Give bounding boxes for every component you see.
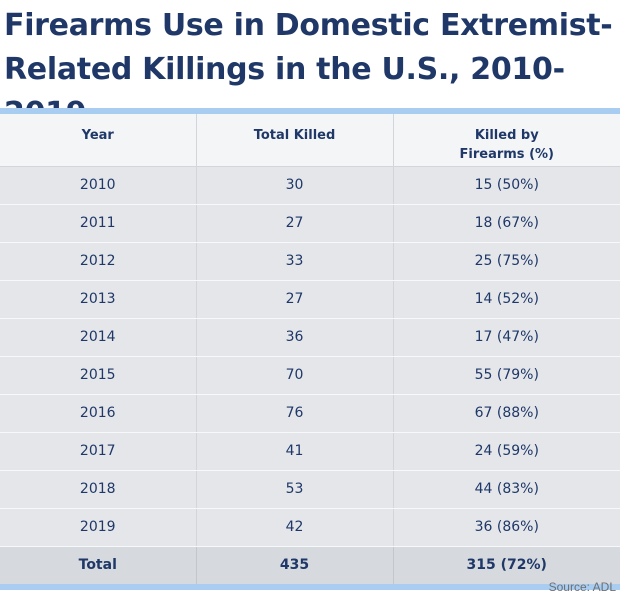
- table-row: 2013 27 14 (52%): [0, 280, 620, 319]
- year-cell: 2013: [0, 280, 197, 319]
- killed-by-firearms-cell: 17 (47%): [393, 318, 620, 357]
- killed-by-firearms-cell: 14 (52%): [393, 280, 620, 319]
- killed-by-firearms-cell: 67 (88%): [393, 394, 620, 433]
- table-row: 2015 70 55 (79%): [0, 356, 620, 395]
- chart-title: Firearms Use in Domestic Extremist-Relat…: [4, 8, 613, 131]
- table-row: 2019 42 36 (86%): [0, 508, 620, 547]
- column-header-total-killed: Total Killed: [196, 114, 394, 167]
- data-table-container: Year Total Killed Killed by Firearms (%)…: [0, 108, 620, 590]
- table-header-row: Year Total Killed Killed by Firearms (%): [0, 114, 620, 167]
- total-row: Total 435 315 (72%): [0, 546, 620, 584]
- killed-by-firearms-cell: 15 (50%): [393, 166, 620, 205]
- year-cell: 2016: [0, 394, 197, 433]
- table-body: 2010 30 15 (50%) 2011 27 18 (67%) 2012 33 25 (75…: [0, 166, 620, 547]
- total-killed-cell: 76: [196, 394, 394, 433]
- total-killed-cell: 53: [196, 470, 394, 509]
- total-killed-cell: 41: [196, 432, 394, 471]
- total-killed-cell: 70: [196, 356, 394, 395]
- year-cell: 2014: [0, 318, 197, 357]
- table-row: 2011 27 18 (67%): [0, 204, 620, 243]
- killed-by-firearms-cell: 55 (79%): [393, 356, 620, 395]
- total-killed-value: 435: [196, 546, 394, 584]
- year-cell: 2017: [0, 432, 197, 471]
- killed-by-firearms-cell: 24 (59%): [393, 432, 620, 471]
- column-header-killed-by-firearms: Killed by Firearms (%): [393, 114, 620, 167]
- table-row: 2018 53 44 (83%): [0, 470, 620, 509]
- total-killed-cell: 36: [196, 318, 394, 357]
- killed-by-firearms-cell: 36 (86%): [393, 508, 620, 547]
- total-label: Total: [0, 546, 197, 584]
- total-firearms-value: 315 (72%): [393, 546, 620, 584]
- table-row: 2017 41 24 (59%): [0, 432, 620, 471]
- total-killed-cell: 27: [196, 280, 394, 319]
- table-row: 2012 33 25 (75%): [0, 242, 620, 281]
- killed-by-firearms-cell: 25 (75%): [393, 242, 620, 281]
- year-cell: 2018: [0, 470, 197, 509]
- table-row: 2016 76 67 (88%): [0, 394, 620, 433]
- year-cell: 2010: [0, 166, 197, 205]
- total-killed-cell: 27: [196, 204, 394, 243]
- total-killed-cell: 42: [196, 508, 394, 547]
- killings-table: Year Total Killed Killed by Firearms (%)…: [0, 114, 620, 584]
- column-header-year: Year: [0, 114, 197, 167]
- total-killed-cell: 30: [196, 166, 394, 205]
- table-row: 2010 30 15 (50%): [0, 166, 620, 205]
- year-cell: 2015: [0, 356, 197, 395]
- table-row: 2014 36 17 (47%): [0, 318, 620, 357]
- year-cell: 2012: [0, 242, 197, 281]
- year-cell: 2011: [0, 204, 197, 243]
- year-cell: 2019: [0, 508, 197, 547]
- column-header-killed-by-firearms-text: Killed by Firearms (%): [459, 128, 554, 162]
- total-killed-cell: 33: [196, 242, 394, 281]
- killed-by-firearms-cell: 18 (67%): [393, 204, 620, 243]
- killed-by-firearms-cell: 44 (83%): [393, 470, 620, 509]
- source-note: Source: ADL: [548, 580, 616, 594]
